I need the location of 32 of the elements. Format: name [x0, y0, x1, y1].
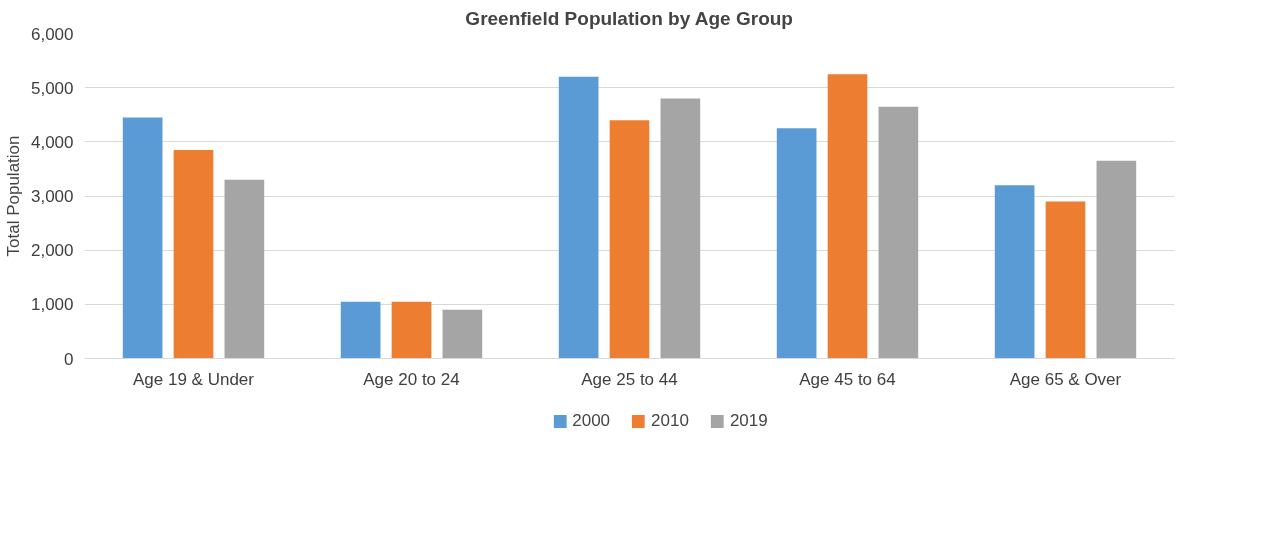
bar	[224, 179, 265, 359]
x-tick-label: Age 65 & Over	[1009, 369, 1122, 389]
y-tick-label: 1,000	[30, 295, 74, 315]
x-tick-label: Age 45 to 64	[799, 369, 896, 389]
x-tick-label: Age 20 to 24	[363, 369, 460, 389]
bar	[827, 74, 868, 359]
bar	[442, 309, 483, 359]
bar	[609, 120, 650, 359]
bar	[558, 76, 599, 359]
bar	[122, 117, 163, 359]
bar	[340, 301, 381, 359]
bar	[173, 149, 214, 359]
legend-label: 2010	[651, 411, 689, 431]
y-tick-label: 0	[64, 349, 74, 369]
bar	[1045, 201, 1086, 359]
y-tick-label: 2,000	[30, 241, 74, 261]
y-axis-title: Total Population	[3, 135, 23, 257]
bar	[878, 106, 919, 359]
chart-title: Greenfield Population by Age Group	[465, 7, 793, 29]
x-tick-label: Age 19 & Under	[133, 369, 255, 389]
x-tick-label: Age 25 to 44	[581, 369, 678, 389]
bar	[660, 98, 701, 359]
bar	[994, 185, 1035, 359]
legend-label: 2019	[729, 411, 768, 431]
legend-label: 2000	[572, 411, 611, 431]
bar	[391, 301, 432, 359]
y-tick-label: 4,000	[30, 132, 74, 152]
bar	[776, 128, 817, 359]
y-tick-label: 5,000	[30, 78, 74, 98]
y-tick-label: 3,000	[30, 187, 74, 206]
y-tick-label: 6,000	[30, 24, 74, 44]
bar	[1096, 160, 1137, 359]
